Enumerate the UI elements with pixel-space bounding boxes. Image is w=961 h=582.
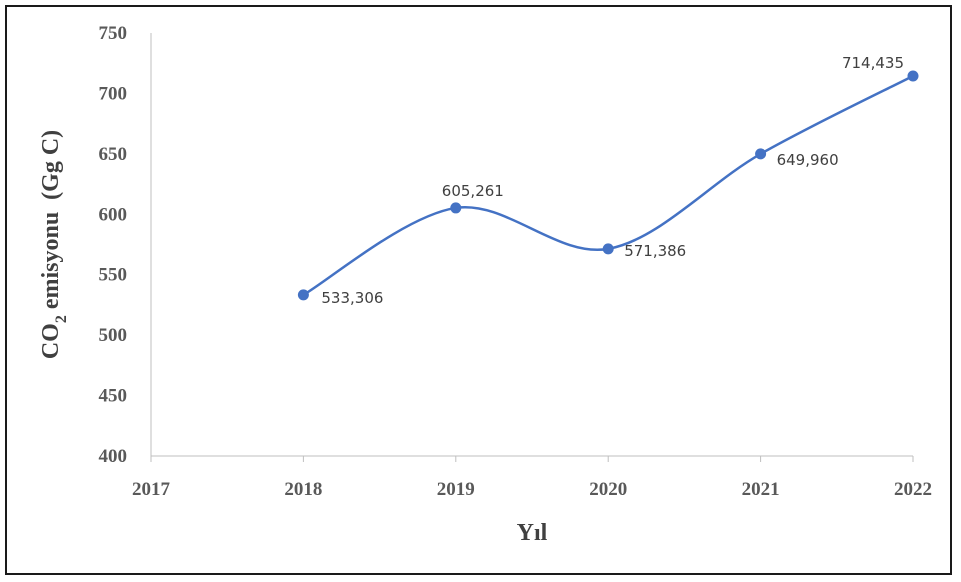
data-point xyxy=(755,148,767,160)
data-labels: 533,306 605,261 571,386 649,960 714,435 xyxy=(321,54,904,307)
data-point xyxy=(602,243,614,255)
y-tick-label: 400 xyxy=(99,446,128,467)
data-points xyxy=(297,70,919,301)
y-tick-label: 450 xyxy=(99,386,128,407)
y-axis-title-subscript: 2 xyxy=(53,315,70,323)
x-tick-label: 2018 xyxy=(284,479,322,500)
chart-frame xyxy=(5,5,952,575)
x-tick-label: 2019 xyxy=(437,479,475,500)
y-tick-label: 550 xyxy=(99,265,128,286)
data-point xyxy=(450,202,462,214)
x-tick-label: 2022 xyxy=(894,479,932,500)
data-label: 649,960 xyxy=(777,151,839,169)
y-axis-ticks: 400 450 500 550 600 650 700 750 xyxy=(99,23,128,467)
y-tick-label: 650 xyxy=(99,144,128,165)
x-tick-label: 2017 xyxy=(132,479,171,500)
data-point xyxy=(297,289,309,301)
series-line xyxy=(302,74,914,296)
series-emissions xyxy=(302,74,914,296)
y-tick-label: 750 xyxy=(99,23,128,44)
y-axis-title: CO2 emisyonu (Gg C) xyxy=(38,130,70,359)
data-label: 571,386 xyxy=(624,242,686,260)
axes xyxy=(150,33,913,457)
data-label: 533,306 xyxy=(321,289,383,307)
x-axis-title: Yıl xyxy=(517,520,548,546)
y-tick-label: 700 xyxy=(99,83,128,104)
y-tick-label: 500 xyxy=(99,325,128,346)
x-axis-ticks: 2017 2018 2019 2020 2021 2022 xyxy=(132,456,932,500)
data-point xyxy=(907,70,919,82)
y-axis-title-rest: emisyonu (Gg C) xyxy=(38,130,64,315)
y-tick-label: 600 xyxy=(99,204,128,225)
data-label: 605,261 xyxy=(442,182,504,200)
y-axis-title-base: CO xyxy=(38,323,64,359)
x-tick-label: 2021 xyxy=(742,479,780,500)
x-tick-label: 2020 xyxy=(589,479,627,500)
data-label: 714,435 xyxy=(842,54,904,72)
